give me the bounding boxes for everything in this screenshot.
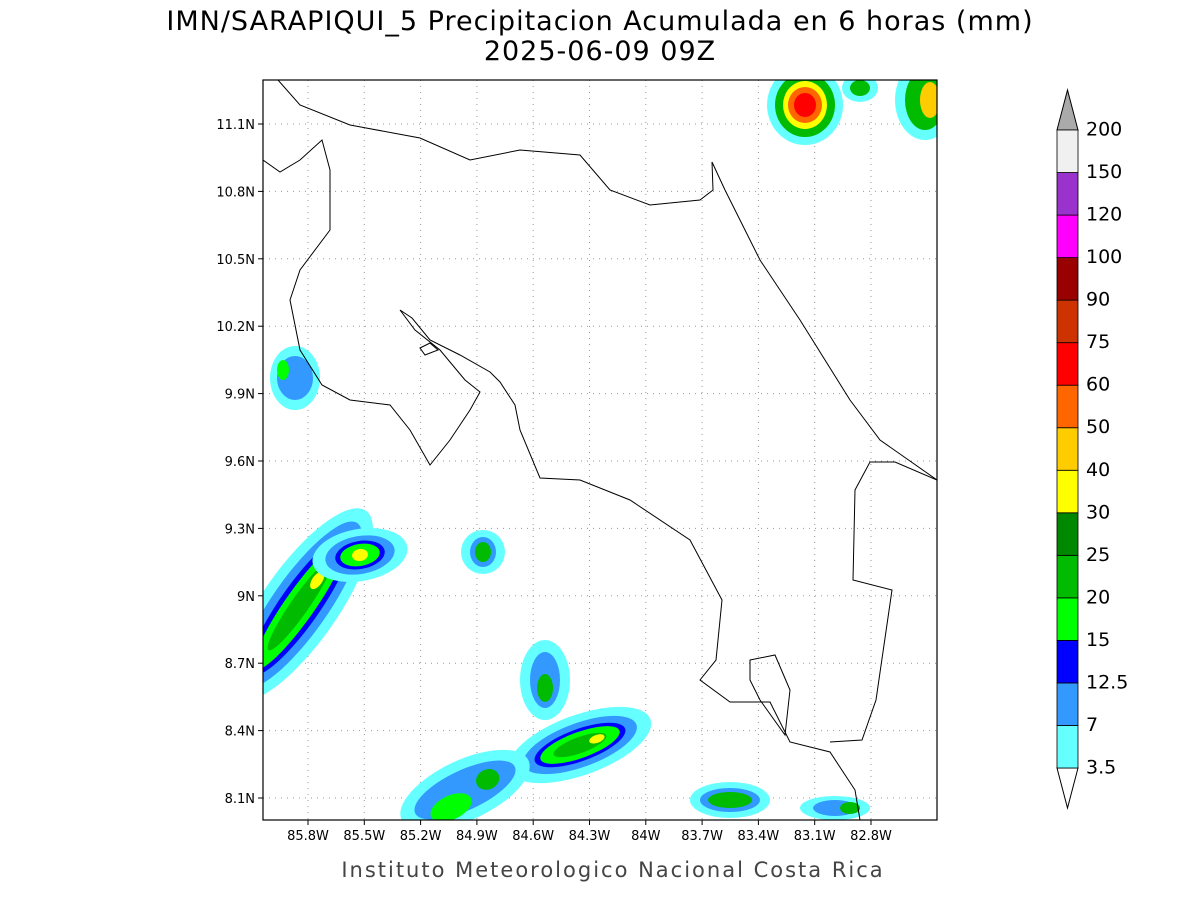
colorbar-label: 120 [1086, 204, 1122, 226]
precip-area [767, 80, 843, 145]
colorbar-label: 150 [1086, 161, 1122, 183]
colorbar-label: 50 [1086, 416, 1110, 438]
colorbar-segment [1056, 299, 1079, 344]
colorbar-segment [1056, 427, 1079, 471]
colorbar-label: 3.5 [1086, 757, 1116, 779]
x-tick-label: 83.4W [737, 829, 779, 844]
title: IMN/SARAPIQUI_5 Precipitacion Acumulada … [166, 6, 1033, 37]
colorbar-segment [1056, 512, 1079, 556]
x-tick-label: 85.5W [343, 829, 385, 844]
colorbar-segment [1056, 172, 1079, 216]
colorbar-segment [1056, 342, 1079, 386]
colorbar-segment [1056, 469, 1079, 514]
colorbar-label: 30 [1086, 501, 1110, 523]
colorbar-label: 100 [1086, 246, 1122, 268]
x-tick-label: 84.3W [569, 829, 611, 844]
colorbar-label: 20 [1086, 586, 1110, 608]
y-tick-label: 8.1N [225, 792, 255, 807]
x-tick-label: 84W [631, 829, 661, 844]
precip-area [895, 80, 937, 140]
precip-area [461, 530, 505, 574]
colorbar-segment [1056, 554, 1079, 599]
precip-area [270, 346, 320, 410]
y-tick-label: 9.6N [225, 455, 255, 470]
x-tick-label: 85.2W [400, 829, 442, 844]
x-tick-label: 83.7W [681, 829, 723, 844]
footer: Instituto Meteorologico Nacional Costa R… [341, 858, 884, 882]
colorbar-segment [1056, 214, 1079, 258]
colorbar-segment [1056, 257, 1079, 301]
precip-area [312, 528, 408, 582]
y-tick-label: 9.9N [225, 388, 255, 403]
x-tick-label: 85.8W [287, 829, 329, 844]
y-tick-label: 9.3N [225, 522, 255, 537]
y-axis: 11.1N 10.8N 10.5N 10.2N 9.9N 9.6N 9.3N 9N 8.7N 8.… [216, 118, 263, 807]
x-tick-label: 83.1W [794, 829, 836, 844]
subtitle: 2025-06-09 09Z [484, 36, 716, 67]
precip-area [520, 640, 570, 720]
precip-area [400, 749, 530, 820]
colorbar-label: 90 [1086, 289, 1110, 311]
x-tick-label: 84.9W [456, 829, 498, 844]
coastline [263, 80, 937, 820]
x-tick-label: 84.6W [512, 829, 554, 844]
colorbar-label: 200 [1086, 119, 1122, 141]
colorbar-label: 40 [1086, 459, 1110, 481]
y-tick-label: 8.7N [225, 657, 255, 672]
x-tick-label: 82.8W [850, 829, 892, 844]
colorbar-segment [1056, 725, 1079, 769]
x-axis: 85.8W 85.5W 85.2W 84.9W 84.6W 84.3W 84W 83.7W 83… [287, 820, 892, 844]
y-tick-label: 11.1N [216, 118, 255, 133]
colorbar-segment [1056, 597, 1079, 641]
colorbar-under [1056, 767, 1079, 810]
precip-area [508, 706, 652, 784]
map-frame [262, 79, 938, 821]
colorbar-label: 7 [1086, 714, 1098, 736]
y-tick-label: 9N [237, 590, 255, 605]
y-tick-label: 10.8N [216, 185, 255, 200]
precip-area [690, 782, 770, 818]
precip-area [842, 80, 878, 102]
colorbar-label: 25 [1086, 544, 1110, 566]
colorbar-segment [1056, 682, 1079, 726]
y-tick-label: 10.2N [216, 320, 255, 335]
colorbar-segment [1056, 129, 1079, 173]
y-tick-label: 8.4N [225, 725, 255, 740]
y-tick-label: 10.5N [216, 253, 255, 268]
colorbar-over [1056, 88, 1079, 131]
colorbar-segment [1056, 384, 1079, 429]
colorbar-segment [1056, 640, 1079, 684]
colorbar-label: 12.5 [1086, 671, 1128, 693]
precip-area [800, 796, 870, 820]
colorbar-label: 15 [1086, 629, 1110, 651]
colorbar-label: 60 [1086, 374, 1110, 396]
colorbar: 3.5 7 12.5 15 20 25 30 40 50 60 75 90 100 120 150 200 [1056, 88, 1128, 810]
precip-field [263, 80, 937, 820]
colorbar-label: 75 [1086, 331, 1110, 353]
